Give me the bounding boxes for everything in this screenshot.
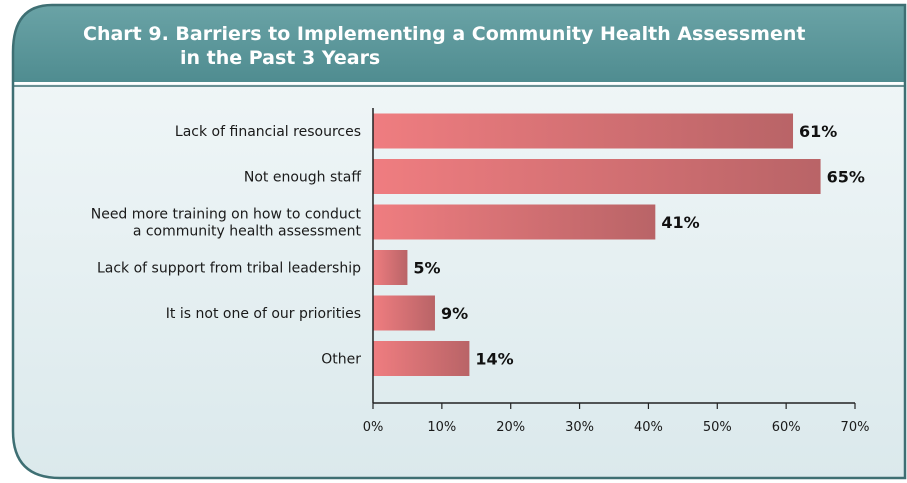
- value-label-5: 9%: [441, 304, 468, 323]
- category-label-5: It is not one of our priorities: [166, 306, 361, 322]
- category-label-5-line-1: It is not one of our priorities: [166, 306, 361, 322]
- value-label-4: 5%: [413, 259, 440, 278]
- category-label-3: Need more training on how to conduct a co…: [91, 207, 362, 240]
- plot-area: 61% Lack of financial resources 65% Not eno…: [91, 108, 870, 435]
- bar-4: [373, 250, 408, 285]
- chart-title: Chart 9. Barriers to Implementing a Comm…: [83, 23, 812, 69]
- category-label-3-line-1: Need more training on how to conduct: [91, 207, 362, 223]
- category-label-1: Lack of financial resources: [175, 124, 361, 140]
- x-tick-label-2: 10%: [427, 420, 456, 435]
- bar-1: [373, 113, 794, 149]
- bar-5: [373, 295, 435, 331]
- chart-border: [11, 3, 907, 480]
- x-tick-label-4: 30%: [565, 420, 594, 435]
- category-label-3-line-2: a community health assessment: [133, 224, 362, 240]
- chart-header: [13, 5, 905, 83]
- category-label-2: Not enough staff: [244, 170, 361, 186]
- value-label-2: 65%: [827, 168, 865, 187]
- bar-2: [373, 159, 821, 194]
- x-tick-label-6: 50%: [703, 420, 732, 435]
- category-label-4: Lack of support from tribal leadership: [97, 261, 361, 277]
- chart-title-line-2: in the Past 3 Years: [180, 47, 380, 69]
- category-label-6-line-1: Other: [321, 352, 361, 368]
- x-tick-label-7: 60%: [772, 420, 801, 435]
- x-tick-label-1: 0%: [363, 420, 384, 435]
- category-label-6: Other: [321, 352, 361, 368]
- category-label-2-line-1: Not enough staff: [244, 170, 361, 186]
- value-label-1: 61%: [799, 122, 837, 141]
- x-tick-label-5: 40%: [634, 420, 663, 435]
- value-label-6: 14%: [475, 350, 513, 369]
- bar-3: [373, 204, 656, 240]
- value-label-3: 41%: [661, 213, 699, 232]
- category-label-1-line-1: Lack of financial resources: [175, 124, 361, 140]
- category-label-4-line-1: Lack of support from tribal leadership: [97, 261, 361, 277]
- bar-6: [373, 341, 470, 376]
- x-tick-label-3: 20%: [496, 420, 525, 435]
- chart-title-line-1: Chart 9. Barriers to Implementing a Comm…: [83, 23, 805, 45]
- x-tick-label-8: 70%: [841, 420, 870, 435]
